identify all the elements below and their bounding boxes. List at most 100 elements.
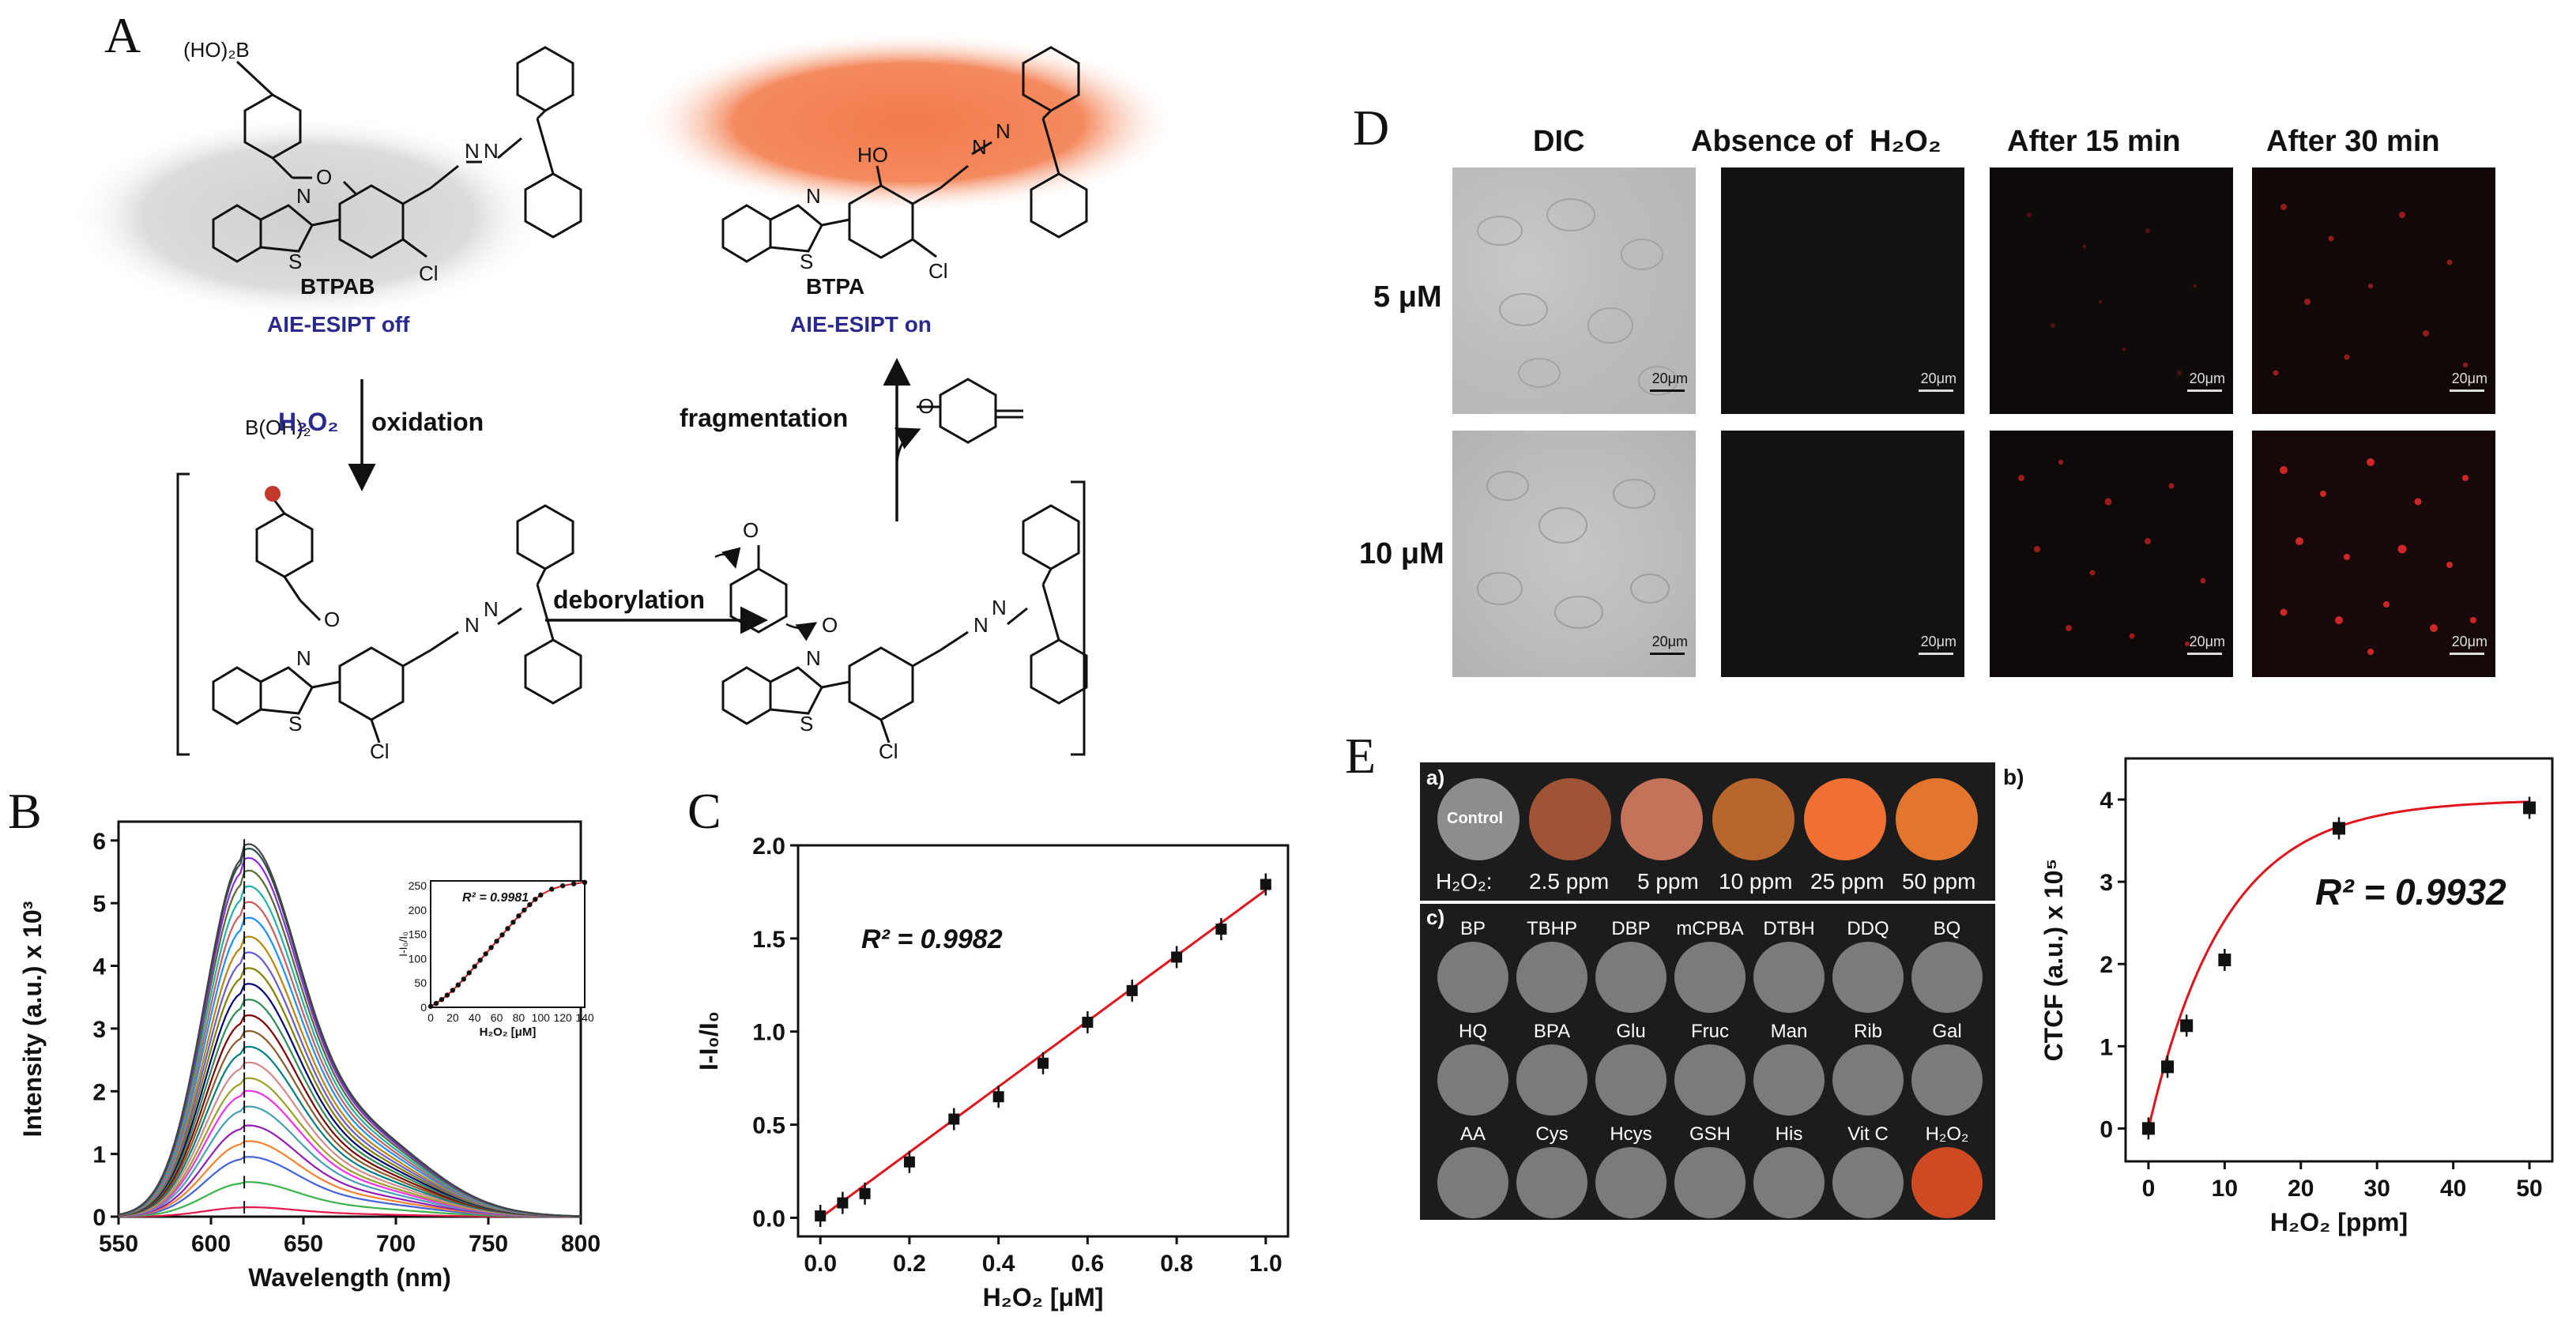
inset-data-point (439, 996, 445, 1003)
analyte-well (1437, 1147, 1508, 1218)
svg-text:(HO)₂B: (HO)₂B (183, 38, 250, 62)
inset-data-point (461, 976, 466, 982)
fragmentation-label: fragmentation (680, 404, 848, 432)
inset-data-point (549, 886, 555, 892)
x-tick-label: 550 (99, 1231, 138, 1257)
x-tick-label: 650 (284, 1231, 323, 1257)
int1-central-ring (338, 646, 405, 721)
bracket-left-open (176, 472, 190, 756)
well-25ppm (1804, 778, 1886, 860)
y-tick-label: 5 (92, 891, 106, 917)
x-tick-label: 0 (2142, 1176, 2156, 1202)
y-axis-label: I-I₀/I₀ (695, 1011, 723, 1071)
h2o2-prefix: H₂O₂: (1436, 869, 1493, 894)
svg-text:N: N (465, 139, 480, 163)
plate-a: a) Control H₂O₂: 2.5 ppm 5 ppm 10 ppm 25… (1420, 762, 1995, 901)
bracket-right-close (1071, 480, 1086, 756)
x-tick-label: 0.8 (1160, 1251, 1193, 1277)
btpab-name: BTPAB (300, 274, 375, 299)
y-tick-label: 2.0 (752, 833, 785, 860)
y-tick-label: 0.5 (752, 1113, 785, 1139)
inset-y-tick-label: 50 (414, 976, 427, 989)
data-point (859, 1187, 871, 1199)
int2-top-phenyl (1022, 504, 1080, 570)
sub-label-b: b) (2003, 765, 2024, 789)
analyte-well (1911, 1044, 1983, 1116)
analyte-label: DBP (1611, 918, 1651, 939)
exponential-fit-line (2147, 800, 2530, 1129)
conc-label-25: 25 ppm (1810, 869, 1885, 894)
analyte-well (1674, 1147, 1746, 1218)
scale-bar-label: 20μm (2189, 634, 2225, 649)
analyte-label: mCPBA (1676, 918, 1744, 939)
data-point (2333, 822, 2345, 835)
panel-c-linear-chart: 0.0 0.2 0.4 0.6 0.8 1.0 0.0 0.5 1.0 1.5 2.0 H₂O₂ [μ… (695, 833, 1290, 1311)
data-point (2180, 1019, 2194, 1033)
column-header-dic: DIC (1533, 125, 1585, 158)
panel-e-letter: E (1345, 728, 1377, 784)
inset-x-tick-label: 40 (469, 1011, 481, 1024)
inset-data-point (455, 982, 461, 988)
data-point (2218, 954, 2231, 966)
inset-data-point (483, 951, 488, 957)
svg-text:N: N (806, 184, 821, 208)
inset-data-point (499, 932, 505, 938)
y-tick-label: 2 (92, 1079, 106, 1105)
y-tick-label: 1.0 (752, 1020, 785, 1046)
y-tick-label: 0 (2100, 1116, 2113, 1142)
data-point (1215, 924, 1227, 935)
scale-bar-label: 20μm (1920, 634, 1956, 649)
x-tick-label: 750 (469, 1231, 508, 1257)
x-tick-label: 50 (2516, 1176, 2542, 1202)
well-control: Control (1437, 778, 1520, 860)
analyte-well (1832, 1147, 1904, 1218)
svg-text:N: N (996, 119, 1011, 143)
plot-frame (797, 844, 1290, 1238)
svg-text:O: O (918, 394, 934, 418)
plot-frame (117, 820, 582, 1218)
svg-text:Cl: Cl (879, 739, 898, 763)
data-point (2161, 1060, 2175, 1074)
svg-text:O: O (324, 608, 340, 631)
x-tick-label: 0.4 (982, 1251, 1015, 1277)
well-h2o2 (1911, 1147, 1983, 1218)
conc-label-5: 5 ppm (1637, 869, 1699, 894)
inset-y-tick-label: 250 (409, 879, 427, 892)
deborylation-label: deborylation (553, 585, 705, 614)
analyte-label: HQ (1459, 1021, 1487, 1042)
analyte-label: Fruc (1691, 1021, 1729, 1042)
int1-side-phenyl (524, 638, 582, 705)
analyte-well (1911, 942, 1983, 1013)
oxidation-label: oxidation (371, 408, 484, 436)
inset-data-point (488, 945, 494, 950)
x-tick-label: 40 (2440, 1176, 2466, 1202)
electron-push-arrow-1 (714, 547, 741, 569)
btpa-name: BTPA (806, 274, 864, 299)
svg-text:N: N (484, 139, 499, 163)
inset-x-axis-label: H₂O₂ [μM] (480, 1025, 537, 1039)
analyte-label: DTBH (1763, 918, 1815, 939)
analyte-label: BQ (1933, 918, 1961, 939)
data-point (1082, 1016, 1094, 1028)
y-tick-label: 0 (92, 1205, 106, 1231)
x-tick-label: 0.0 (804, 1251, 837, 1277)
conc-label-2-5: 2.5 ppm (1529, 869, 1610, 894)
int1-phenyl-ring (255, 512, 314, 578)
data-point (2523, 801, 2536, 815)
x-tick-label: 10 (2212, 1176, 2238, 1202)
analyte-label: H₂O₂ (1925, 1123, 1969, 1145)
inset-x-tick-label: 60 (491, 1011, 503, 1024)
inset-data-point (522, 907, 527, 913)
r2-label: R² = 0.9932 (2315, 871, 2506, 912)
micrograph-30min-10um: 20μm (2252, 431, 2495, 677)
analyte-label: BP (1459, 918, 1486, 939)
x-tick-label: 0.2 (893, 1251, 926, 1277)
analyte-well (1832, 1044, 1904, 1116)
analyte-label: Glu (1616, 1021, 1646, 1042)
int2-phenyl-ring (729, 567, 788, 634)
analyte-well (1516, 942, 1587, 1013)
analyte-well (1753, 1044, 1825, 1116)
inset-data-point (427, 1003, 434, 1009)
inset-data-point (466, 970, 472, 976)
panel-c-letter: C (687, 783, 721, 839)
